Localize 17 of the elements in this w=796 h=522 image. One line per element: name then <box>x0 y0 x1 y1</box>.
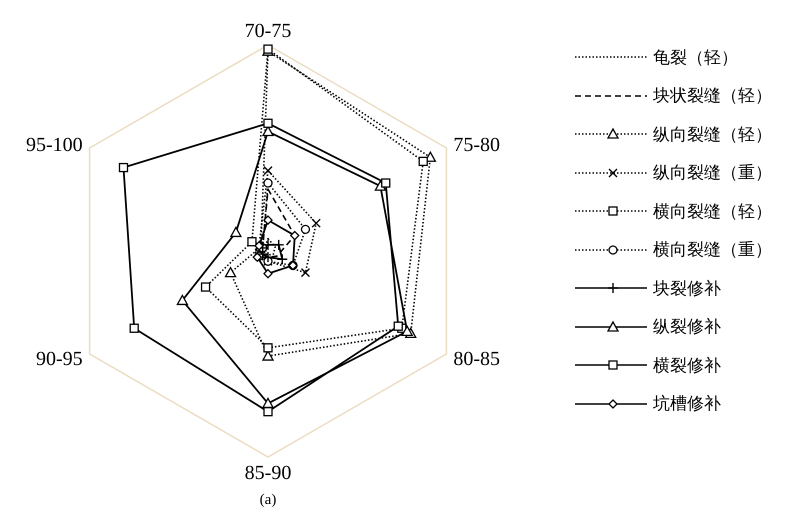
spoke-label: 90-95 <box>36 348 83 370</box>
legend-label: 龟裂（轻） <box>653 46 738 69</box>
legend-label: 纵向裂缝（重） <box>653 162 772 184</box>
spoke-label: 85-90 <box>244 462 292 484</box>
legend-label: 横裂修补 <box>653 354 721 377</box>
legend-label: 横向裂缝（轻） <box>653 200 772 223</box>
legend-label: 横向裂缝（重） <box>653 239 772 262</box>
spoke-label: 75-80 <box>453 134 500 156</box>
legend-label: 纵向裂缝（轻） <box>653 124 772 146</box>
legend-label: 坑槽修补 <box>653 393 721 416</box>
spoke-label: 95-100 <box>26 134 83 156</box>
legend-label: 块裂修补 <box>653 278 721 300</box>
spoke-label: 80-85 <box>453 348 500 370</box>
text: (a) <box>258 492 278 509</box>
spoke-label: 70-75 <box>244 20 292 42</box>
legend-label: 纵裂修补 <box>653 316 721 338</box>
legend-label: 块状裂缝（轻） <box>653 85 772 108</box>
